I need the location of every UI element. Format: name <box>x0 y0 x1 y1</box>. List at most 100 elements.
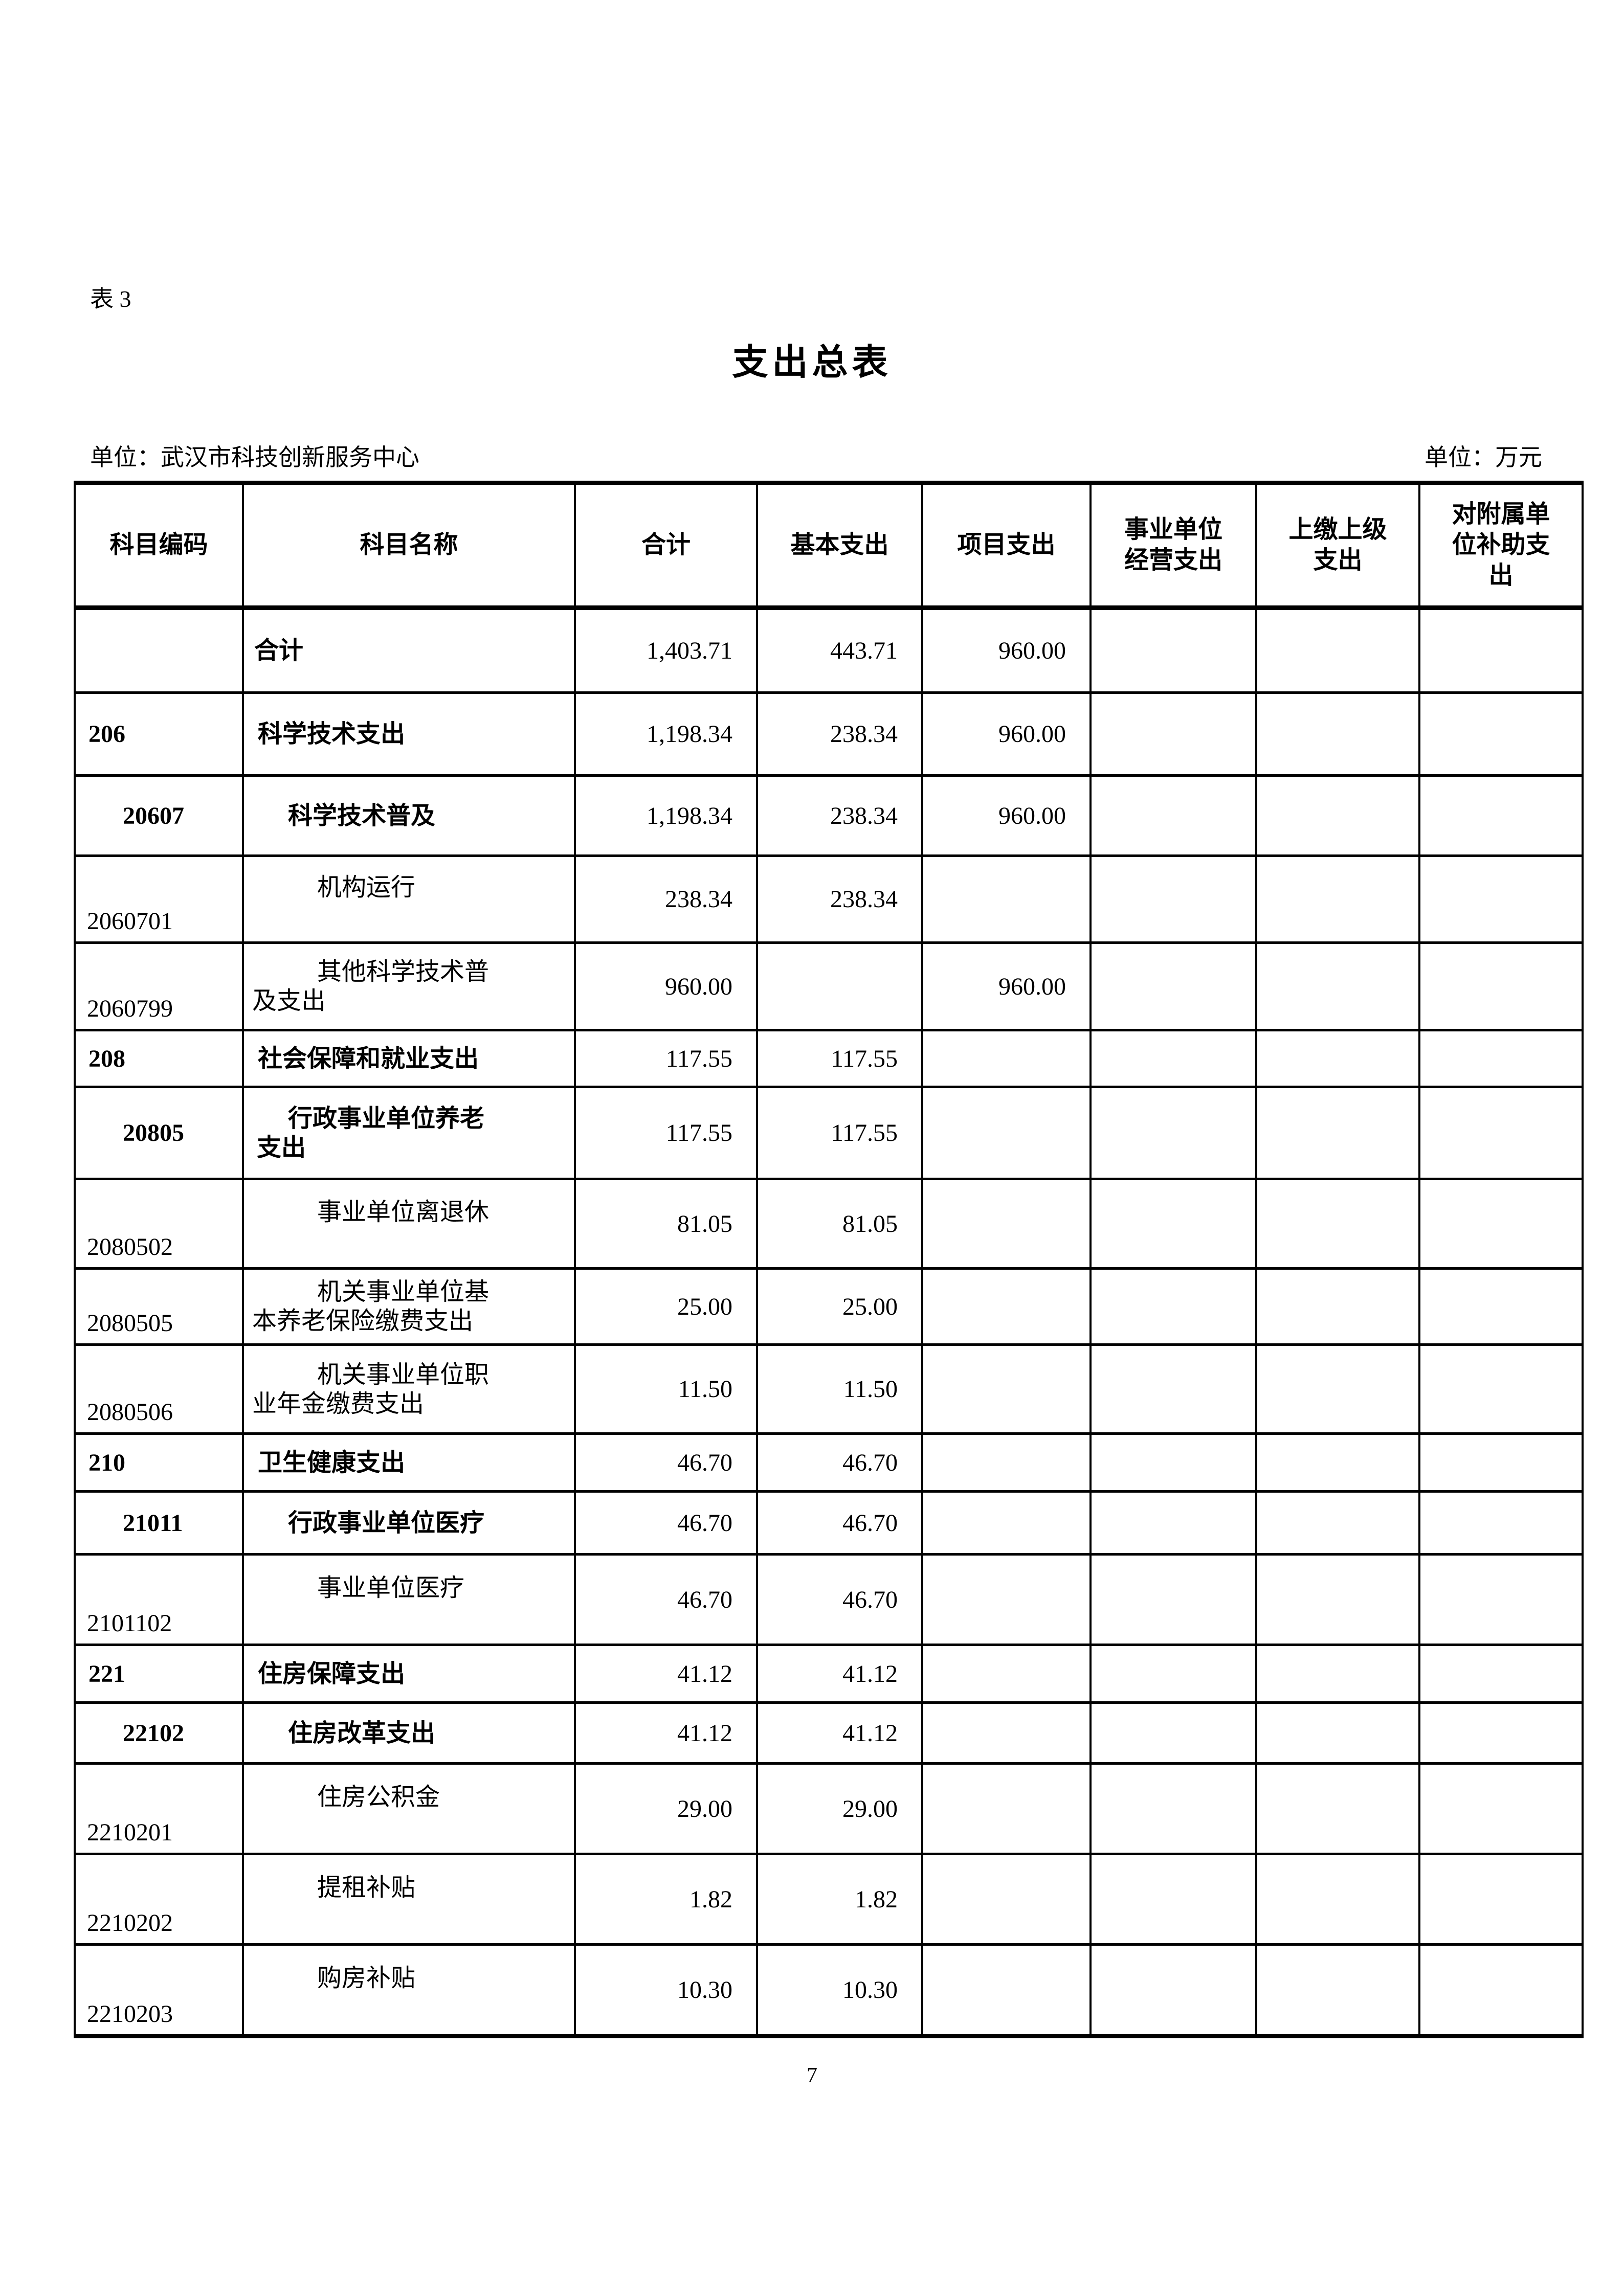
value-cell: 1.82 <box>576 1855 758 1946</box>
name-line: 机构运行 <box>317 874 416 901</box>
value-cell: 46.70 <box>758 1435 923 1493</box>
value-cell <box>1420 1088 1582 1180</box>
value-cell <box>1257 1646 1420 1704</box>
table-header-row: 科目编码 科目名称 合计 基本支出 项目支出 事业单位 经营支出 上缴上级 支出 对附属单 位补助支… <box>76 485 1582 610</box>
value-cell: 25.00 <box>758 1270 923 1346</box>
value-cell: 25.00 <box>576 1270 758 1346</box>
column-header: 合计 <box>576 485 758 610</box>
value-cell: 117.55 <box>758 1088 923 1180</box>
code-cell: 22102 <box>76 1704 244 1765</box>
value-cell <box>923 1493 1092 1556</box>
value-cell <box>1257 1493 1420 1556</box>
table-row: 2101102 事业单位医疗 46.70 46.70 <box>76 1556 1582 1646</box>
name-line: 其他科学技术普 <box>317 958 490 985</box>
name-cell: 机构运行 <box>244 857 576 944</box>
name-line: 科学技术普及 <box>288 802 436 829</box>
unit-name: 单位：武汉市科技创新服务中心 <box>90 444 419 470</box>
column-header: 对附属单 位补助支出 <box>1420 485 1582 610</box>
header-line: 基本支出 <box>790 531 889 558</box>
value-cell <box>1092 1493 1257 1556</box>
value-cell <box>1420 1704 1582 1765</box>
value-cell <box>923 1180 1092 1270</box>
value-cell <box>923 1556 1092 1646</box>
value-cell <box>1257 1346 1420 1435</box>
code-cell: 210 <box>76 1435 244 1493</box>
column-header: 事业单位 经营支出 <box>1092 485 1257 610</box>
value-cell <box>923 1031 1092 1088</box>
value-cell <box>1420 1946 1582 2034</box>
value-cell <box>1092 1704 1257 1765</box>
name-line: 业年金缴费支出 <box>252 1390 425 1417</box>
header-line: 位补助支 <box>1452 531 1550 558</box>
name-cell: 行政事业单位医疗 <box>244 1493 576 1556</box>
code-cell: 206 <box>76 694 244 777</box>
code-cell: 2060701 <box>76 857 244 944</box>
value-cell <box>1420 610 1582 694</box>
value-cell <box>923 1646 1092 1704</box>
value-cell <box>1092 694 1257 777</box>
table-row: 2210202 提租补贴 1.82 1.82 <box>76 1855 1582 1946</box>
column-header: 科目名称 <box>244 485 576 610</box>
name-cell: 社会保障和就业支出 <box>244 1031 576 1088</box>
name-cell: 机关事业单位基 本养老保险缴费支出 <box>244 1270 576 1346</box>
table-row: 208 社会保障和就业支出 117.55 117.55 <box>76 1031 1582 1088</box>
value-cell <box>1257 1088 1420 1180</box>
value-cell <box>1092 944 1257 1031</box>
table-row: 22102 住房改革支出 41.12 41.12 <box>76 1704 1582 1765</box>
value-cell: 41.12 <box>758 1646 923 1704</box>
value-cell: 46.70 <box>758 1493 923 1556</box>
value-cell: 443.71 <box>758 610 923 694</box>
value-cell <box>1257 1270 1420 1346</box>
value-cell: 81.05 <box>758 1180 923 1270</box>
value-cell: 41.12 <box>576 1646 758 1704</box>
code-cell: 221 <box>76 1646 244 1704</box>
value-cell: 1.82 <box>758 1855 923 1946</box>
table-row: 206 科学技术支出 1,198.34 238.34 960.00 <box>76 694 1582 777</box>
value-cell: 10.30 <box>576 1946 758 2034</box>
value-cell <box>1257 1704 1420 1765</box>
header-line: 上缴上级 <box>1288 516 1387 543</box>
value-cell <box>1420 1556 1582 1646</box>
expenditure-table: 科目编码 科目名称 合计 基本支出 项目支出 事业单位 经营支出 上缴上级 支出 对附属单 位补助支… <box>74 481 1584 2038</box>
value-cell <box>923 1704 1092 1765</box>
name-cell: 事业单位离退休 <box>244 1180 576 1270</box>
table-row: 210 卫生健康支出 46.70 46.70 <box>76 1435 1582 1493</box>
value-cell <box>1257 1765 1420 1855</box>
header-line: 科目名称 <box>360 531 458 558</box>
name-cell: 购房补贴 <box>244 1946 576 2034</box>
value-cell <box>1420 1435 1582 1493</box>
table-row: 2210203 购房补贴 10.30 10.30 <box>76 1946 1582 2034</box>
value-cell: 960.00 <box>576 944 758 1031</box>
name-cell: 住房改革支出 <box>244 1704 576 1765</box>
value-cell: 960.00 <box>923 944 1092 1031</box>
name-line: 事业单位医疗 <box>317 1574 465 1602</box>
page-number: 7 <box>807 2064 817 2087</box>
value-cell: 117.55 <box>576 1088 758 1180</box>
name-cell: 机关事业单位职 业年金缴费支出 <box>244 1346 576 1435</box>
value-cell: 41.12 <box>576 1704 758 1765</box>
value-cell: 960.00 <box>923 777 1092 857</box>
name-line: 住房改革支出 <box>288 1719 436 1747</box>
table-row: 2210201 住房公积金 29.00 29.00 <box>76 1765 1582 1855</box>
value-cell <box>1257 1180 1420 1270</box>
value-cell: 11.50 <box>576 1346 758 1435</box>
value-cell <box>1092 1270 1257 1346</box>
name-cell: 事业单位医疗 <box>244 1556 576 1646</box>
value-cell: 1,198.34 <box>576 777 758 857</box>
value-cell: 46.70 <box>576 1493 758 1556</box>
name-line: 本养老保险缴费支出 <box>252 1308 474 1335</box>
value-cell <box>1420 777 1582 857</box>
value-cell <box>923 1855 1092 1946</box>
code-cell: 2210202 <box>76 1855 244 1946</box>
column-header: 项目支出 <box>923 485 1092 610</box>
value-cell: 238.34 <box>758 777 923 857</box>
value-cell <box>1257 1031 1420 1088</box>
code-cell: 2210203 <box>76 1946 244 2034</box>
code-cell: 21011 <box>76 1493 244 1556</box>
value-cell <box>923 1435 1092 1493</box>
name-cell: 提租补贴 <box>244 1855 576 1946</box>
name-cell: 科学技术普及 <box>244 777 576 857</box>
table-label: 表 3 <box>90 286 131 312</box>
value-cell: 238.34 <box>758 857 923 944</box>
